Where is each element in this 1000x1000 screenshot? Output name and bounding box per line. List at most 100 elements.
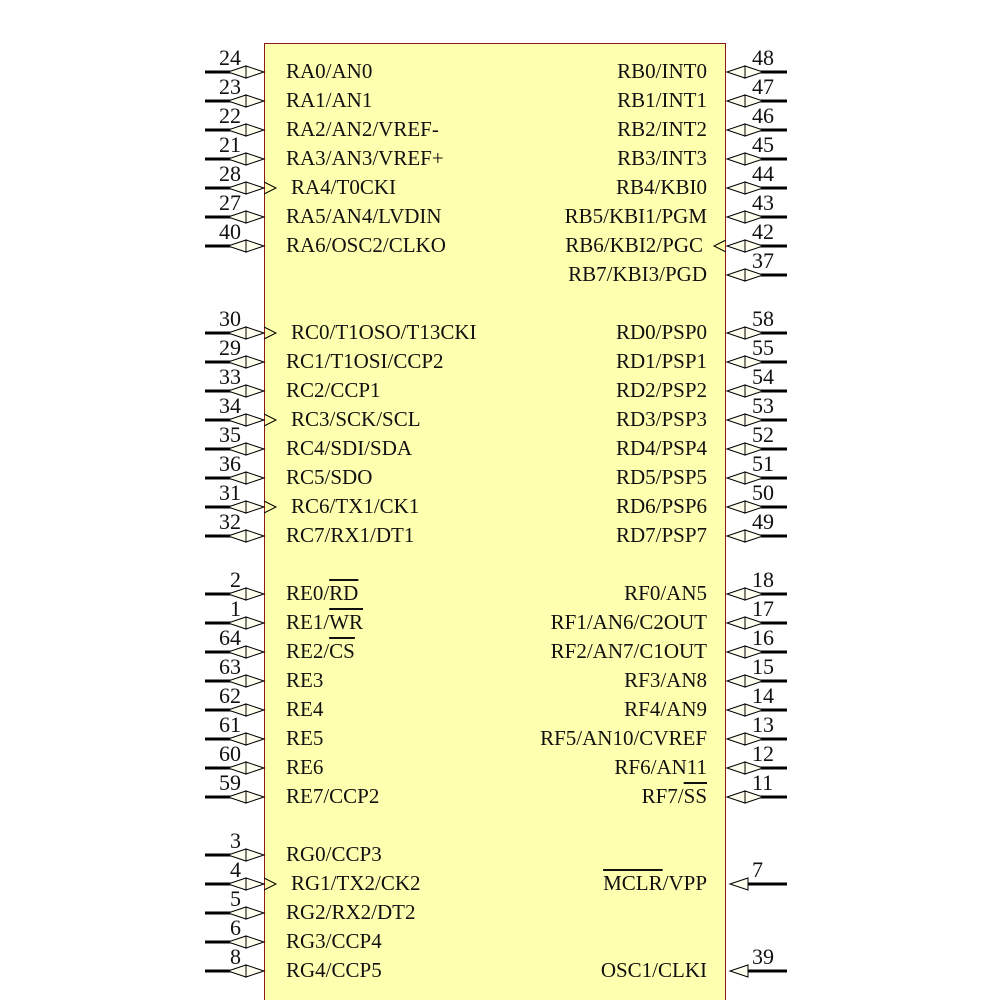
signal-text: RF3/AN8 [624,668,707,692]
pin-label: RA5/AN4/LVDIN [286,206,442,227]
pin-number: 17 [752,596,774,621]
bidir-in-arrow-icon [725,413,746,427]
bidir-in-arrow-icon [245,587,266,601]
bidir-in-arrow-icon [245,500,266,514]
pin-number: 14 [752,683,774,708]
signal-text: RC0/T1OSO/T13CKI [291,320,477,344]
pin-label: RG2/RX2/DT2 [286,902,416,923]
overlined-signal: SS [683,784,707,808]
pin-number: 48 [752,45,774,70]
pin-number: 1 [230,596,241,621]
bidir-out-arrow-icon [744,152,765,166]
signal-text: RC4/SDI/SDA [286,436,413,460]
bidir-in-arrow-icon [245,123,266,137]
pin-label: RF5/AN10/CVREF [540,728,707,749]
bidir-in-arrow-icon [245,355,266,369]
signal-text: RB6/KBI2/PGC [565,233,703,257]
signal-text: RE2/ [286,639,330,663]
signal-text: RF7/ [641,784,684,808]
signal-text: RA6/OSC2/CLKO [286,233,446,257]
pin-number: 51 [752,451,774,476]
bidir-out-arrow-icon [744,355,765,369]
bidir-in-arrow-icon [725,442,746,456]
pin-label: RB2/INT2 [617,119,707,140]
signal-text: RF6/AN11 [614,755,707,779]
pin-label: MCLR/VPP [603,873,707,894]
bidir-in-arrow-icon [725,210,746,224]
pin-number: 50 [752,480,774,505]
bidir-out-arrow-icon [744,790,765,804]
bidir-in-arrow-icon [725,529,746,543]
pin-label: RE6 [286,757,323,778]
pin-label: RF0/AN5 [624,583,707,604]
signal-text: RD0/PSP0 [615,320,707,344]
pin-number: 24 [219,45,241,70]
overlined-signal: MCLR [603,871,663,895]
pin-label: RF6/AN11 [614,757,707,778]
bidir-in-arrow-icon [725,268,746,282]
pin-number: 42 [752,219,774,244]
overlined-signal: WR [329,610,363,634]
bidir-in-arrow-icon [245,906,266,920]
signal-text: RA4/T0CKI [291,175,396,199]
bidir-in-arrow-icon [245,848,266,862]
bidir-in-arrow-icon [725,732,746,746]
bidir-in-arrow-icon [725,500,746,514]
signal-text: RF4/AN9 [624,697,707,721]
signal-text: RF5/AN10/CVREF [540,726,707,750]
pin-label: RB0/INT0 [617,61,707,82]
signal-text: RA3/AN3/VREF+ [286,146,444,170]
pin-label: RC7/RX1/DT1 [286,525,414,546]
pin-number: 58 [752,306,774,331]
bidir-out-arrow-icon [744,384,765,398]
signal-text: RB0/INT0 [617,59,707,83]
signal-text: OSC1/CLKI [600,958,707,982]
pin-label: RE1/WR [286,612,363,633]
signal-text: RC1/T1OSI/CCP2 [286,349,444,373]
pin-number: 30 [219,306,241,331]
bidir-in-arrow-icon [245,732,266,746]
pin-number: 23 [219,74,241,99]
signal-text: RB5/KBI1/PGM [564,204,707,228]
signal-text: RD7/PSP7 [615,523,707,547]
bidir-in-arrow-icon [245,152,266,166]
overlined-signal: RD [329,581,359,605]
signal-text: RE7/CCP2 [286,784,380,808]
pin-number: 45 [752,132,774,157]
pin-label: RB6/KBI2/PGC [565,235,703,256]
pin-label: RC2/CCP1 [286,380,381,401]
bidir-out-arrow-icon [744,65,765,79]
bidir-in-arrow-icon [725,587,746,601]
bidir-out-arrow-icon [744,587,765,601]
pin-number: 13 [752,712,774,737]
bidir-in-arrow-icon [245,761,266,775]
signal-text: RE0/ [286,581,330,605]
pin-number: 61 [219,712,241,737]
pin-label: RA6/OSC2/CLKO [286,235,446,256]
pin-label: RE0/RD [286,583,358,604]
signal-text: RC2/CCP1 [286,378,381,402]
bidir-in-arrow-icon [725,674,746,688]
pin-label: RD7/PSP7 [616,525,707,546]
pin-number: 46 [752,103,774,128]
signal-text: RD3/PSP3 [615,407,707,431]
bidir-in-arrow-icon [725,703,746,717]
bidir-in-arrow-icon [245,384,266,398]
pin-label: RD5/PSP5 [616,467,707,488]
pin-label: RA1/AN1 [286,90,372,111]
pin-number: 34 [219,393,241,418]
pin-number: 59 [219,770,241,795]
clock-marker-icon [263,326,278,340]
pin-label: RB5/KBI1/PGM [565,206,707,227]
bidir-in-arrow-icon [725,616,746,630]
pin-label: RA0/AN0 [286,61,372,82]
bidir-in-arrow-icon [245,471,266,485]
bidir-out-arrow-icon [744,413,765,427]
pin-number: 33 [219,364,241,389]
ic-body [264,43,726,1000]
pin-number: 28 [219,161,241,186]
signal-text: /VPP [662,871,707,895]
signal-text: RF1/AN6/C2OUT [550,610,707,634]
pin-label: RD3/PSP3 [616,409,707,430]
pin-label: RE7/CCP2 [286,786,379,807]
